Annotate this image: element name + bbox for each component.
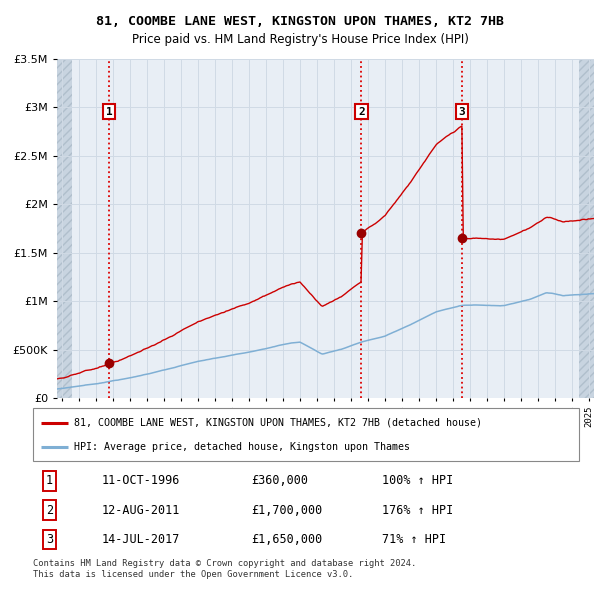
Text: 81, COOMBE LANE WEST, KINGSTON UPON THAMES, KT2 7HB: 81, COOMBE LANE WEST, KINGSTON UPON THAM… — [96, 15, 504, 28]
Text: 3: 3 — [46, 533, 53, 546]
Text: 1: 1 — [46, 474, 53, 487]
Text: 11-OCT-1996: 11-OCT-1996 — [101, 474, 179, 487]
Bar — [57, 59, 72, 398]
Text: 81, COOMBE LANE WEST, KINGSTON UPON THAMES, KT2 7HB (detached house): 81, COOMBE LANE WEST, KINGSTON UPON THAM… — [74, 418, 482, 428]
Text: Price paid vs. HM Land Registry's House Price Index (HPI): Price paid vs. HM Land Registry's House … — [131, 33, 469, 46]
Text: 14-JUL-2017: 14-JUL-2017 — [101, 533, 179, 546]
Bar — [579, 59, 594, 398]
Text: 1: 1 — [106, 107, 113, 117]
FancyBboxPatch shape — [33, 408, 579, 461]
Text: £360,000: £360,000 — [251, 474, 308, 487]
Text: £1,650,000: £1,650,000 — [251, 533, 323, 546]
Text: Contains HM Land Registry data © Crown copyright and database right 2024.
This d: Contains HM Land Registry data © Crown c… — [33, 559, 416, 579]
Text: 12-AUG-2011: 12-AUG-2011 — [101, 503, 179, 517]
Text: 2: 2 — [46, 503, 53, 517]
Text: £1,700,000: £1,700,000 — [251, 503, 323, 517]
Text: 71% ↑ HPI: 71% ↑ HPI — [382, 533, 446, 546]
Text: 100% ↑ HPI: 100% ↑ HPI — [382, 474, 454, 487]
Text: HPI: Average price, detached house, Kingston upon Thames: HPI: Average price, detached house, King… — [74, 442, 410, 452]
Text: 2: 2 — [358, 107, 365, 117]
Text: 3: 3 — [458, 107, 466, 117]
Text: 176% ↑ HPI: 176% ↑ HPI — [382, 503, 454, 517]
